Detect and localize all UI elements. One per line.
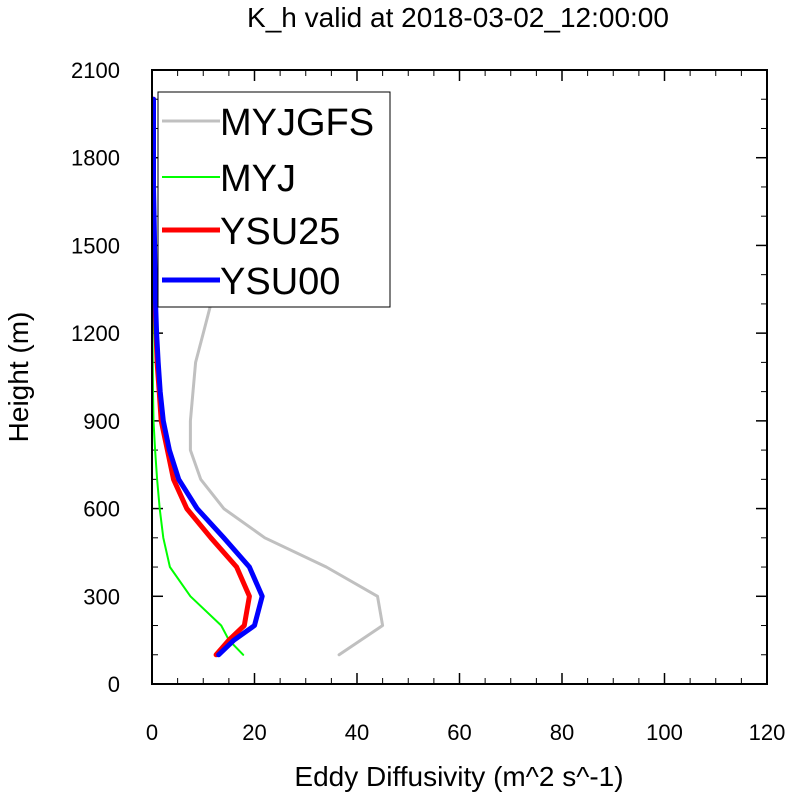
y-tick-label: 2100 (71, 58, 120, 83)
legend-label: MYJ (220, 158, 296, 200)
chart-title: K_h valid at 2018-03-02_12:00:00 (247, 2, 669, 33)
y-tick-label: 0 (108, 672, 120, 697)
legend: MYJGFS MYJ YSU25 YSU00 (157, 91, 391, 308)
x-axis-label: Eddy Diffusivity (m^2 s^-1) (294, 761, 623, 792)
x-tick-label: 60 (447, 720, 471, 745)
x-tick-label: 80 (550, 720, 574, 745)
tick-labels: 0 20 40 60 80 100 1200300600900120015001800210… (71, 58, 785, 745)
legend-box (157, 91, 391, 308)
y-tick-label: 1200 (71, 321, 120, 346)
x-tick-label: 20 (242, 720, 266, 745)
y-axis-label: Height (m) (3, 312, 34, 443)
y-tick-label: 1500 (71, 233, 120, 258)
legend-label: MYJGFS (220, 102, 374, 144)
x-tick-label: 120 (749, 720, 786, 745)
y-tick-label: 300 (83, 584, 120, 609)
x-tick-label: 0 (146, 720, 158, 745)
y-tick-label: 900 (83, 409, 120, 434)
plot-frame (151, 69, 768, 685)
series-line-ysu00 (151, 96, 265, 658)
legend-label: YSU25 (220, 211, 340, 253)
legend-label: YSU00 (220, 261, 340, 303)
y-tick-label: 1800 (71, 146, 120, 171)
x-tick-label: 100 (646, 720, 683, 745)
x-tick-label: 40 (345, 720, 369, 745)
y-tick-label: 600 (83, 497, 120, 522)
